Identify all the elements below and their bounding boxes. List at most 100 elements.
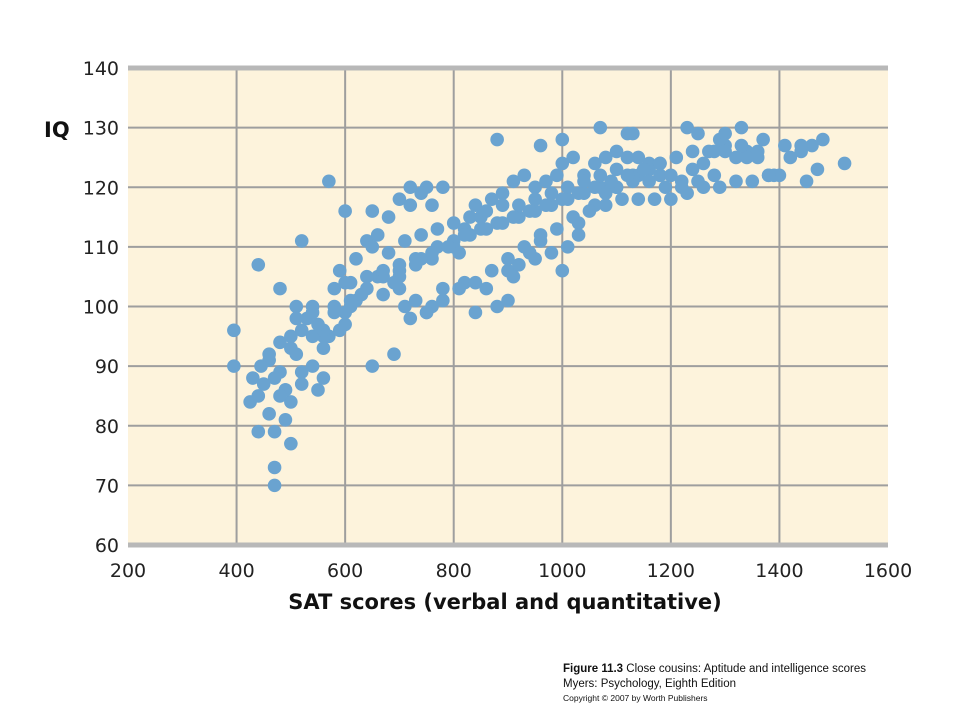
data-point (284, 341, 298, 356)
data-point (256, 377, 271, 391)
data-point (338, 204, 352, 218)
data-point (267, 478, 282, 493)
data-point (560, 240, 575, 254)
data-point (685, 162, 700, 177)
data-point (414, 228, 428, 242)
data-point (284, 395, 298, 409)
data-point (343, 293, 358, 308)
data-point (756, 132, 770, 147)
data-point (609, 144, 624, 159)
data-point (457, 228, 472, 242)
x-tick-label: 1600 (864, 560, 912, 582)
data-point (653, 156, 667, 171)
data-point (403, 311, 418, 326)
y-tick-label: 140 (83, 58, 119, 80)
y-tick-label: 60 (95, 535, 119, 557)
data-point (468, 275, 483, 290)
data-point (664, 192, 678, 206)
data-point (544, 186, 559, 201)
data-point (555, 132, 570, 147)
data-point (631, 192, 646, 206)
data-point (593, 168, 608, 183)
data-point (729, 150, 743, 165)
data-point (403, 198, 418, 212)
data-point (539, 174, 553, 189)
data-point (528, 192, 542, 206)
data-point (734, 138, 749, 153)
data-point (778, 138, 792, 153)
data-point (653, 168, 667, 183)
data-point (598, 150, 613, 165)
data-point (294, 365, 309, 379)
y-tick-label: 100 (83, 297, 119, 319)
data-point (495, 186, 510, 201)
data-point (669, 150, 684, 165)
x-tick-label: 200 (110, 560, 146, 582)
data-point (647, 192, 662, 206)
data-point (816, 132, 830, 147)
data-point (506, 174, 521, 189)
data-point (685, 144, 700, 159)
data-point (636, 162, 651, 177)
data-point (227, 323, 241, 338)
data-point (430, 222, 445, 236)
data-point (284, 329, 298, 344)
data-point (506, 269, 521, 284)
data-point (254, 359, 268, 373)
data-point (550, 168, 564, 183)
data-point (761, 168, 776, 183)
data-point (794, 138, 808, 153)
data-point (642, 174, 656, 189)
data-point (528, 180, 542, 195)
data-point (745, 174, 760, 189)
data-point (484, 263, 499, 278)
data-point (539, 198, 553, 212)
data-point (512, 257, 526, 272)
data-point (696, 156, 711, 171)
data-point (262, 407, 276, 421)
data-point (550, 222, 564, 236)
data-point (289, 299, 304, 314)
data-point (267, 371, 282, 385)
data-point (365, 204, 380, 218)
y-tick-label: 110 (83, 237, 119, 259)
y-tick-label: 80 (95, 416, 119, 438)
data-point (387, 347, 401, 362)
data-point (588, 180, 602, 195)
data-point (267, 460, 282, 475)
data-point (702, 144, 716, 159)
data-point (381, 210, 396, 224)
data-point (403, 180, 418, 195)
data-point (338, 317, 352, 332)
data-point (664, 168, 678, 183)
caption-source: Myers: Psychology, Eighth Edition (563, 678, 737, 690)
data-point (479, 204, 494, 218)
data-point (729, 174, 743, 189)
data-point (360, 269, 374, 284)
x-axis-label: SAT scores (verbal and quantitative) (288, 590, 722, 614)
y-tick-label: 120 (83, 177, 119, 199)
data-point (294, 377, 309, 391)
data-point (620, 150, 635, 165)
data-point (740, 150, 754, 165)
data-point (463, 210, 477, 224)
data-point (305, 305, 320, 320)
data-point (419, 305, 434, 320)
data-point (273, 335, 287, 350)
data-point (680, 186, 694, 201)
data-point (316, 371, 331, 385)
data-point (468, 198, 483, 212)
data-point (251, 389, 266, 403)
data-point (517, 240, 532, 254)
data-point (360, 281, 374, 296)
data-point (408, 293, 423, 308)
data-point (506, 210, 521, 224)
data-point (452, 281, 466, 296)
data-point (227, 359, 241, 373)
data-point (718, 126, 732, 141)
data-point (381, 246, 396, 260)
data-point (294, 323, 309, 338)
data-point (517, 168, 532, 183)
data-point (799, 174, 814, 189)
